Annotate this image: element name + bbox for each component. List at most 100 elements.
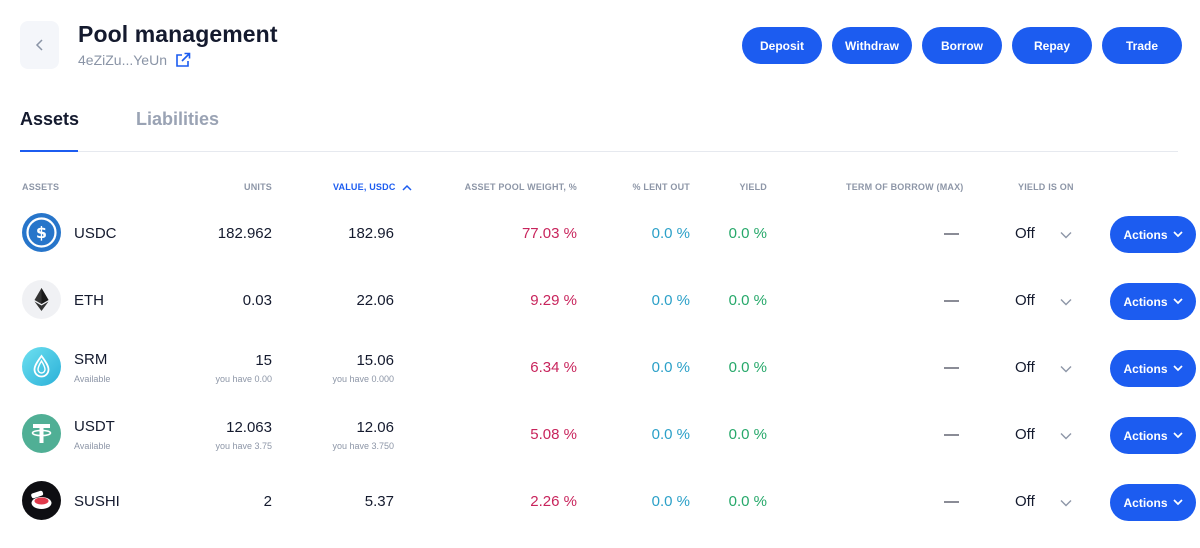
chevron-down-icon[interactable] xyxy=(1060,430,1072,442)
col-header-value[interactable]: VALUE, USDC xyxy=(333,182,412,192)
units-value: 15 xyxy=(255,352,272,369)
asset-symbol: SUSHI xyxy=(74,493,120,510)
chevron-left-icon xyxy=(35,39,43,51)
actions-label: Actions xyxy=(1123,428,1168,443)
col-header-assets: ASSETS xyxy=(22,182,60,192)
value-usdc: 5.37 xyxy=(364,493,394,510)
col-header-term[interactable]: TERM OF BORROW (MAX) xyxy=(846,182,964,192)
col-header-yield-on[interactable]: YIELD IS ON xyxy=(1018,182,1074,192)
lent-out-value: 0.0 % xyxy=(651,426,690,443)
pool-weight: 6.34 % xyxy=(530,359,577,376)
units-value: 12.063 xyxy=(226,419,272,436)
units-balance: you have 0.00 xyxy=(215,374,272,384)
pool-toolbar: Deposit Withdraw Borrow Repay Trade xyxy=(742,27,1182,64)
yield-value: 0.0 % xyxy=(728,359,767,376)
withdraw-button[interactable]: Withdraw xyxy=(832,27,912,64)
actions-button[interactable]: Actions xyxy=(1110,484,1196,521)
actions-button[interactable]: Actions xyxy=(1110,216,1196,253)
actions-button[interactable]: Actions xyxy=(1110,417,1196,454)
actions-button[interactable]: Actions xyxy=(1110,283,1196,320)
actions-label: Actions xyxy=(1123,227,1168,242)
actions-button[interactable]: Actions xyxy=(1110,350,1196,387)
pool-weight: 77.03 % xyxy=(521,225,577,242)
asset-symbol: ETH xyxy=(74,292,104,309)
pool-weight: 5.08 % xyxy=(530,426,577,443)
repay-button[interactable]: Repay xyxy=(1012,27,1092,64)
lent-out-value: 0.0 % xyxy=(651,225,690,242)
col-header-units[interactable]: UNITS xyxy=(244,182,272,192)
chevron-down-icon xyxy=(1172,298,1183,305)
col-header-yield[interactable]: YIELD xyxy=(739,182,767,192)
value-usdc: 22.06 xyxy=(356,292,394,309)
svg-text:$: $ xyxy=(36,223,47,242)
borrow-term-value: — xyxy=(944,359,959,376)
chevron-down-icon xyxy=(1172,432,1183,439)
table-row: $ USDC 182.962 182.96 77.03 % 0.0 % 0.0 … xyxy=(0,200,1200,267)
value-usdc: 15.06 xyxy=(356,352,394,369)
page-title: Pool management xyxy=(78,21,278,47)
eth-coin-icon xyxy=(22,280,61,319)
tab-assets[interactable]: Assets xyxy=(20,109,80,129)
usdc-coin-icon: $ xyxy=(22,213,61,252)
yield-value: 0.0 % xyxy=(728,292,767,309)
chevron-down-icon[interactable] xyxy=(1060,497,1072,509)
units-value: 182.962 xyxy=(217,225,272,242)
col-header-lent-out[interactable]: % LENT OUT xyxy=(632,182,690,192)
lent-out-value: 0.0 % xyxy=(651,493,690,510)
chevron-down-icon xyxy=(1172,231,1183,238)
yield-value: 0.0 % xyxy=(728,225,767,242)
sushi-coin-icon xyxy=(22,481,61,520)
borrow-term-value: — xyxy=(944,426,959,443)
value-balance: you have 3.750 xyxy=(332,441,394,451)
chevron-down-icon[interactable] xyxy=(1060,229,1072,241)
yield-value: 0.0 % xyxy=(728,493,767,510)
value-usdc: 182.96 xyxy=(348,225,394,242)
pool-weight: 9.29 % xyxy=(530,292,577,309)
pool-address-row: 4eZiZu...YeUn xyxy=(78,52,191,68)
pool-address: 4eZiZu...YeUn xyxy=(78,52,167,68)
chevron-down-icon[interactable] xyxy=(1060,363,1072,375)
asset-symbol: USDT xyxy=(74,418,115,435)
value-usdc: 12.06 xyxy=(356,419,394,436)
chevron-down-icon xyxy=(1172,499,1183,506)
yield-on-value[interactable]: Off xyxy=(1015,426,1035,443)
asset-status: Available xyxy=(74,374,111,384)
sort-ascending-icon xyxy=(402,184,412,191)
tab-divider xyxy=(20,151,1178,152)
units-value: 2 xyxy=(263,493,272,510)
deposit-button[interactable]: Deposit xyxy=(742,27,822,64)
actions-label: Actions xyxy=(1123,294,1168,309)
external-link-icon[interactable] xyxy=(175,52,191,68)
yield-value: 0.0 % xyxy=(728,426,767,443)
yield-on-value[interactable]: Off xyxy=(1015,359,1035,376)
col-header-weight[interactable]: ASSET POOL WEIGHT, % xyxy=(464,182,577,192)
units-balance: you have 3.75 xyxy=(215,441,272,451)
borrow-button[interactable]: Borrow xyxy=(922,27,1002,64)
actions-label: Actions xyxy=(1123,361,1168,376)
borrow-term-value: — xyxy=(944,493,959,510)
yield-on-value[interactable]: Off xyxy=(1015,493,1035,510)
asset-symbol: USDC xyxy=(74,225,117,242)
yield-on-value[interactable]: Off xyxy=(1015,292,1035,309)
value-balance: you have 0.000 xyxy=(332,374,394,384)
lent-out-value: 0.0 % xyxy=(651,359,690,376)
borrow-term-value: — xyxy=(944,225,959,242)
back-button[interactable] xyxy=(20,21,59,69)
pool-weight: 2.26 % xyxy=(530,493,577,510)
actions-label: Actions xyxy=(1123,495,1168,510)
table-row: ETH 0.03 22.06 9.29 % 0.0 % 0.0 % — Off … xyxy=(0,267,1200,334)
asset-status: Available xyxy=(74,441,111,451)
chevron-down-icon[interactable] xyxy=(1060,296,1072,308)
table-row: SRM Available 15 you have 0.00 15.06 you… xyxy=(0,334,1200,401)
table-row: SUSHI 2 5.37 2.26 % 0.0 % 0.0 % — Off Ac… xyxy=(0,468,1200,535)
trade-button[interactable]: Trade xyxy=(1102,27,1182,64)
units-value: 0.03 xyxy=(242,292,272,309)
chevron-down-icon xyxy=(1172,365,1183,372)
yield-on-value[interactable]: Off xyxy=(1015,225,1035,242)
borrow-term-value: — xyxy=(944,292,959,309)
col-header-value-label: VALUE, USDC xyxy=(333,182,396,192)
srm-coin-icon xyxy=(22,347,61,386)
usdt-coin-icon xyxy=(22,414,61,453)
active-tab-indicator xyxy=(20,150,78,152)
tab-liabilities[interactable]: Liabilities xyxy=(136,109,220,129)
